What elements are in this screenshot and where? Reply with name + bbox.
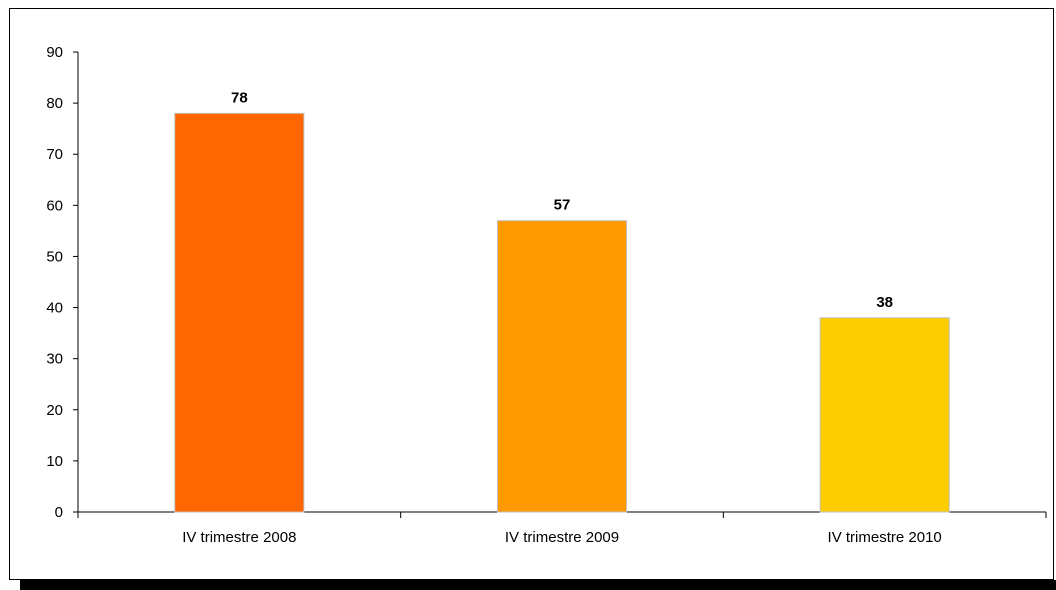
x-category-label: IV trimestre 2008 [182, 529, 296, 546]
y-tick-label: 30 [46, 351, 63, 368]
y-tick-label: 70 [46, 146, 63, 163]
x-category-label: IV trimestre 2010 [828, 529, 942, 546]
bars [174, 112, 950, 513]
y-axis: 0 10 20 30 40 50 60 70 80 90 [46, 44, 79, 521]
frame-shadow [20, 580, 1056, 590]
bar-value-label: 38 [876, 294, 893, 311]
y-tick-label: 80 [46, 95, 63, 112]
y-tick-label: 40 [46, 300, 63, 317]
x-category-label: IV trimestre 2009 [505, 529, 619, 546]
bar-value-label: 78 [231, 89, 248, 106]
y-tick-label: 20 [46, 402, 63, 419]
bar [819, 317, 950, 513]
bar [174, 112, 305, 513]
data-labels: 78 57 38 [231, 89, 893, 310]
bar-value-label: 57 [554, 197, 571, 214]
y-tick-label: 90 [46, 44, 63, 61]
y-tick-label: 10 [46, 453, 63, 470]
y-tick-label: 60 [46, 197, 63, 214]
x-axis: IV trimestre 2008 IV trimestre 2009 IV tri… [77, 511, 1047, 546]
y-tick-label: 50 [46, 248, 63, 265]
y-tick-label: 0 [55, 504, 63, 521]
bar [496, 220, 628, 513]
